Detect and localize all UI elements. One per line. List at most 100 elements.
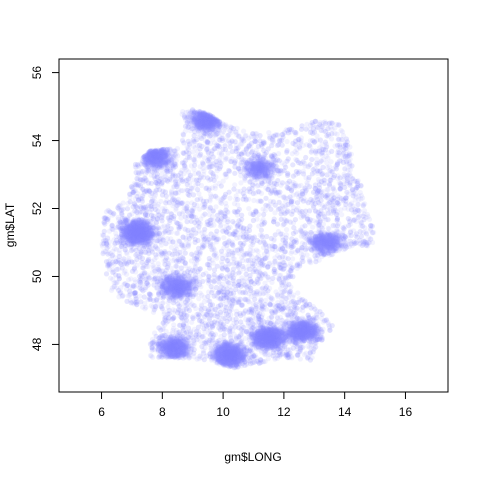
data-point <box>214 122 220 128</box>
data-point <box>132 290 138 296</box>
data-point <box>261 211 267 218</box>
data-point <box>199 292 205 298</box>
data-point <box>309 171 315 177</box>
data-point <box>179 167 185 173</box>
data-point <box>334 131 340 137</box>
data-point <box>257 269 263 275</box>
data-point <box>127 242 133 248</box>
data-point <box>220 281 226 287</box>
data-point <box>361 211 367 217</box>
data-point <box>209 323 215 329</box>
data-point <box>140 265 146 271</box>
data-point <box>347 229 354 235</box>
data-point <box>259 180 265 186</box>
data-point <box>123 271 130 277</box>
data-point <box>127 191 133 197</box>
data-point <box>186 334 192 341</box>
data-point <box>131 283 137 289</box>
data-point <box>313 259 319 265</box>
data-point <box>182 260 188 266</box>
data-point <box>246 135 252 141</box>
data-point <box>241 193 248 199</box>
data-point <box>178 170 184 176</box>
data-point <box>132 208 138 214</box>
data-point <box>290 274 296 280</box>
data-point <box>152 190 158 196</box>
data-point <box>311 316 317 322</box>
data-point <box>212 140 218 146</box>
data-point <box>340 150 346 156</box>
data-point <box>150 354 156 360</box>
data-point <box>275 168 281 174</box>
data-point <box>240 357 246 363</box>
data-point <box>254 309 260 316</box>
data-point <box>261 179 267 185</box>
data-point <box>276 199 282 205</box>
data-point <box>131 188 137 194</box>
data-point <box>160 251 166 257</box>
data-point <box>320 188 326 195</box>
data-point <box>165 275 172 281</box>
data-point <box>213 250 219 256</box>
data-point <box>241 356 247 362</box>
data-point <box>190 143 196 149</box>
data-point <box>192 303 198 309</box>
data-point <box>166 200 172 206</box>
data-point <box>211 267 218 273</box>
data-point <box>179 160 185 166</box>
data-point <box>183 235 189 241</box>
data-point <box>225 219 231 225</box>
data-point <box>303 154 309 161</box>
data-point <box>201 326 207 332</box>
data-point <box>224 286 230 292</box>
data-point <box>262 301 268 307</box>
data-point <box>341 171 347 177</box>
data-point <box>165 257 171 263</box>
data-point <box>309 147 315 153</box>
data-point <box>148 217 154 223</box>
data-point <box>279 254 286 260</box>
data-point <box>127 212 133 218</box>
data-point <box>265 344 271 350</box>
data-point <box>185 242 191 248</box>
data-point <box>230 328 236 334</box>
data-point <box>200 245 206 251</box>
data-point <box>209 148 215 154</box>
data-point <box>210 313 216 319</box>
data-point <box>154 269 160 275</box>
data-point <box>281 343 287 350</box>
data-point <box>360 203 366 209</box>
data-point <box>321 318 328 324</box>
data-point <box>202 226 208 232</box>
data-point <box>118 261 124 267</box>
data-point <box>283 240 289 247</box>
data-point <box>158 242 164 248</box>
data-point <box>304 252 310 258</box>
data-point <box>214 145 221 151</box>
data-point <box>252 135 258 141</box>
data-point <box>346 244 352 250</box>
data-point <box>132 164 138 170</box>
data-point <box>213 204 219 210</box>
data-point <box>254 335 261 341</box>
data-point <box>259 306 265 312</box>
data-point <box>218 302 224 308</box>
data-point <box>242 250 248 257</box>
data-point <box>185 227 191 233</box>
data-point <box>325 321 331 327</box>
data-point <box>240 290 246 296</box>
data-point <box>226 261 232 267</box>
data-point <box>210 241 216 248</box>
data-point <box>226 330 233 336</box>
data-point <box>211 252 217 258</box>
data-point <box>257 133 263 139</box>
data-point <box>211 272 217 278</box>
data-point <box>265 263 271 269</box>
data-point <box>99 241 105 247</box>
data-point <box>268 235 274 242</box>
data-point <box>278 216 284 222</box>
data-point <box>332 236 338 242</box>
data-point <box>314 187 320 193</box>
data-point <box>159 176 165 182</box>
data-point <box>213 118 219 124</box>
